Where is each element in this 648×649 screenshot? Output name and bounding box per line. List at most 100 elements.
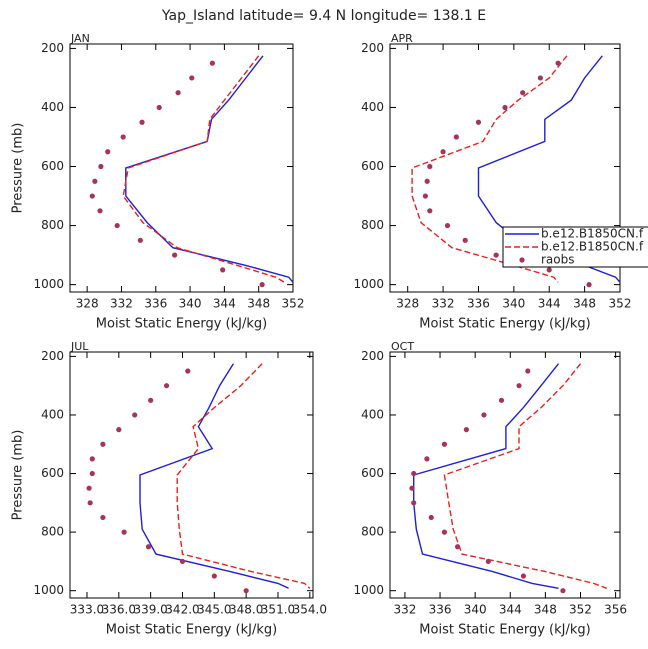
raobs-point	[121, 529, 127, 535]
x-tick-label: 336	[144, 297, 167, 311]
y-tick-label: 400	[41, 100, 64, 114]
y-tick-label: 600	[361, 159, 384, 173]
raobs-point	[89, 470, 95, 477]
raobs-point	[92, 178, 98, 184]
plot-frame	[69, 43, 294, 293]
raobs-point	[427, 163, 433, 170]
raobs-point	[493, 252, 499, 258]
legend-marker	[519, 257, 525, 263]
x-axis-label: Moist Static Energy (kJ/kg)	[106, 623, 277, 638]
x-tick-label: 354.0	[293, 603, 327, 617]
raobs-point	[537, 75, 543, 81]
x-tick-label: 333.0	[70, 603, 104, 617]
raobs-point	[114, 222, 120, 229]
raobs-point	[409, 485, 415, 491]
x-tick-label: 348	[573, 297, 596, 311]
raobs-point	[453, 134, 459, 140]
raobs-point	[243, 588, 249, 594]
y-tick-label: 400	[41, 407, 64, 421]
raobs-point	[172, 252, 178, 258]
raobs-point	[475, 119, 482, 125]
raobs-point	[424, 456, 430, 462]
raobs-point	[586, 282, 592, 288]
raobs-point	[179, 558, 186, 564]
raobs-point	[516, 383, 522, 389]
y-tick-label: 200	[41, 349, 64, 363]
raobs-point	[156, 104, 162, 111]
raobs-point	[498, 397, 505, 403]
raobs-point	[555, 60, 561, 66]
y-tick-label: 600	[41, 466, 64, 480]
raobs-point	[86, 485, 92, 491]
y-tick-label: 800	[41, 218, 64, 232]
x-tick-label: 344	[213, 297, 236, 311]
x-tick-label: 351.0	[261, 603, 295, 617]
x-tick-label: 342.0	[165, 603, 199, 617]
x-tick-label: 336	[429, 603, 452, 617]
x-tick-label: 348.0	[229, 603, 263, 617]
raobs-point	[116, 427, 122, 433]
raobs-point	[440, 149, 446, 155]
x-tick-label: 344	[538, 297, 561, 311]
x-tick-label: 352	[569, 603, 592, 617]
raobs-point	[100, 441, 106, 447]
raobs-point	[105, 149, 111, 155]
y-axis-label: Pressure (mb)	[11, 123, 26, 214]
raobs-point	[120, 134, 126, 140]
raobs-point	[422, 193, 428, 199]
raobs-point	[145, 544, 152, 550]
x-tick-label: 348	[534, 603, 557, 617]
legend-label: b.e12.B1850CN.f	[541, 240, 644, 254]
x-tick-label: 332	[393, 603, 416, 617]
x-tick-label: 336	[467, 297, 490, 311]
y-tick-label: 200	[361, 41, 384, 55]
x-tick-label: 340	[502, 297, 525, 311]
raobs-point	[89, 193, 95, 199]
x-tick-label: 339.0	[133, 603, 167, 617]
raobs-point	[411, 500, 417, 506]
raobs-point	[137, 237, 143, 243]
raobs-point	[481, 412, 487, 418]
raobs-point	[139, 119, 145, 125]
raobs-point	[163, 383, 170, 389]
raobs-point	[175, 90, 181, 96]
raobs-point	[424, 178, 430, 184]
raobs-point	[97, 208, 103, 214]
model-line	[122, 55, 285, 283]
raobs-point	[87, 500, 93, 506]
y-tick-label: 200	[41, 41, 64, 55]
x-tick-label: 340	[179, 297, 202, 311]
raobs-point	[211, 573, 217, 579]
raobs-point	[411, 470, 417, 477]
y-tick-label: 800	[361, 525, 384, 539]
x-tick-label: 345.0	[197, 603, 231, 617]
y-tick-label: 400	[361, 407, 384, 421]
y-tick-label: 600	[361, 466, 384, 480]
y-tick-label: 1000	[353, 583, 384, 597]
raobs-point	[462, 237, 468, 243]
raobs-point	[520, 573, 527, 579]
y-tick-label: 800	[41, 525, 64, 539]
raobs-point	[189, 75, 195, 81]
plot-frame	[389, 43, 621, 293]
model-line	[443, 363, 608, 589]
raobs-point	[98, 163, 104, 170]
x-tick-label: 332	[110, 297, 133, 311]
raobs-point	[89, 456, 95, 462]
raobs-point	[148, 397, 154, 403]
x-tick-label: 328	[76, 297, 99, 311]
y-tick-label: 400	[361, 100, 384, 114]
plot-frame	[69, 351, 314, 599]
y-axis-label: Pressure (mb)	[11, 430, 26, 521]
x-tick-label: 352	[609, 297, 632, 311]
panel-label: OCT	[391, 340, 414, 353]
raobs-point	[454, 544, 461, 550]
figure-title: Yap_Island latitude= 9.4 N longitude= 13…	[161, 8, 486, 24]
raobs-point	[259, 282, 265, 288]
x-axis-label: Moist Static Energy (kJ/kg)	[419, 623, 590, 638]
raobs-point	[485, 558, 491, 564]
legend-label: raobs	[541, 253, 575, 267]
model-line	[139, 363, 289, 589]
